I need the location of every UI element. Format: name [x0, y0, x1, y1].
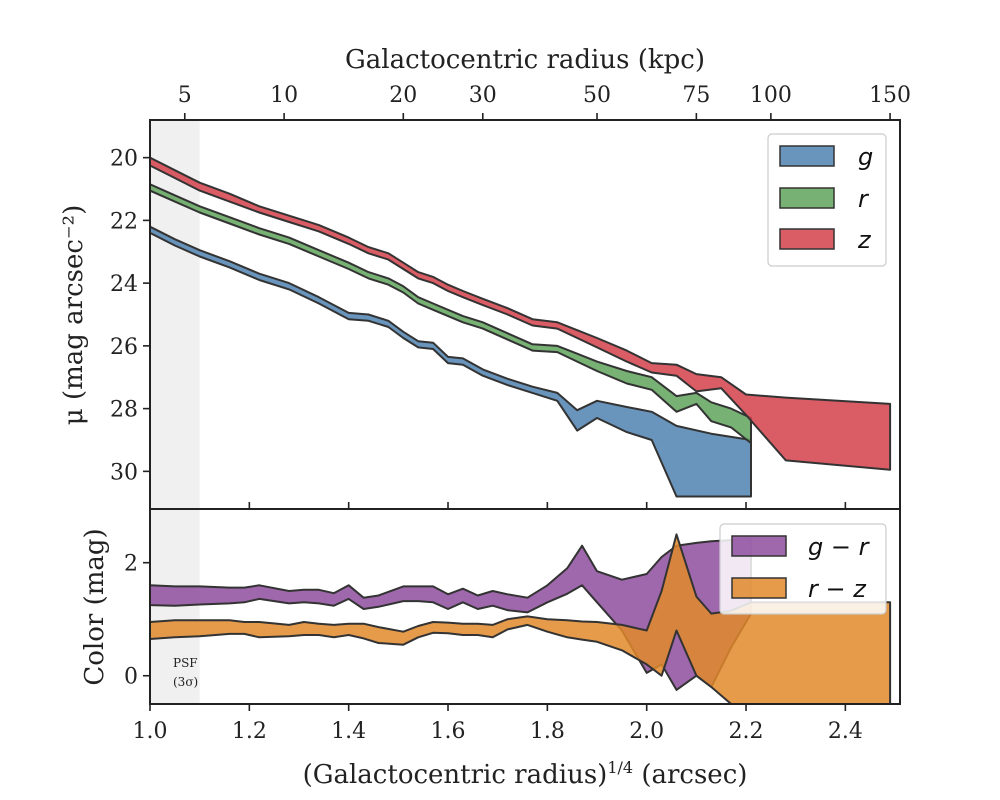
legend-swatch-r-minus-z — [731, 577, 787, 599]
top-y-tick-label: 20 — [110, 147, 138, 172]
top-kpc-tick-label: 5 — [178, 83, 192, 108]
bottom-panel: 02 1.0 1.2 1.4 1.6 1.8 2.0 2.2 2.4 PSF (3σ) Col… — [80, 508, 901, 744]
bottom-y-tick-label: 2 — [124, 552, 138, 577]
bottom-x-axis-title: (Galactocentric radius)1/4 (arcsec) — [303, 758, 748, 790]
top-y-ticks: 20 22 24 26 28 30 — [110, 147, 150, 485]
top-kpc-tick-label: 10 — [270, 83, 298, 108]
top-y-tick-label: 28 — [110, 398, 138, 423]
bottom-x-tick-label: 1.8 — [530, 719, 565, 744]
band-z — [150, 156, 892, 471]
bottom-x-tick-label: 2.0 — [629, 719, 664, 744]
band-g — [150, 225, 752, 498]
band-r-minus-z — [150, 533, 892, 704]
bottom-x-axis-title-unit: (arcsec) — [633, 760, 747, 790]
legend-label-r: r — [858, 185, 870, 213]
bottom-x-axis-title-main: (Galactocentric radius) — [303, 760, 608, 790]
bottom-x-tick-label: 2.2 — [729, 719, 764, 744]
psf-label-line2: (3σ) — [173, 675, 198, 689]
top-y-tick-label: 24 — [110, 272, 138, 297]
top-series-group — [150, 156, 892, 498]
legend-swatch-z — [779, 228, 835, 250]
legend-label-g-minus-r: g − r — [808, 533, 871, 561]
bottom-x-tick-label: 1.6 — [431, 719, 466, 744]
top-y-axis-title: μ (mag arcsec⁻²) — [59, 205, 89, 425]
bottom-x-tick-label: 1.0 — [133, 719, 168, 744]
legend-swatch-g — [779, 145, 835, 167]
legend-label-r-minus-z: r − z — [808, 575, 867, 603]
top-kpc-ticks: 5 10 20 30 50 75 100 150 — [178, 83, 911, 120]
top-y-tick-label: 30 — [110, 460, 138, 485]
bottom-x-tick-label: 2.4 — [828, 719, 863, 744]
top-y-tick-label: 26 — [110, 335, 138, 360]
top-kpc-tick-label: 30 — [469, 83, 497, 108]
bottom-panel-frame — [149, 508, 901, 705]
legend-swatch-g-minus-r — [731, 535, 787, 557]
top-kpc-tick-label: 75 — [682, 83, 710, 108]
top-panel: 20 22 24 26 28 30 5 10 20 30 50 75 100 150 μ (mag ar… — [59, 83, 911, 510]
top-kpc-tick-label: 150 — [869, 83, 911, 108]
top-axis-title: Galactocentric radius (kpc) — [345, 45, 705, 75]
top-y-tick-label: 22 — [110, 209, 138, 234]
top-kpc-tick-label: 100 — [750, 83, 792, 108]
legend-bottom: g − r r − z — [719, 523, 887, 615]
bottom-x-ticks: 1.0 1.2 1.4 1.6 1.8 2.0 2.2 2.4 — [133, 704, 863, 744]
legend-swatch-r — [779, 187, 835, 209]
bottom-y-ticks: 02 — [124, 552, 150, 690]
psf-label-line1: PSF — [173, 656, 198, 670]
legend-label-z: z — [857, 226, 872, 254]
top-kpc-tick-label: 50 — [583, 83, 611, 108]
bottom-x-tick-label: 1.4 — [331, 719, 366, 744]
legend-top: g r z — [767, 133, 887, 267]
band-r — [150, 183, 752, 445]
bottom-x-axis-title-exponent: 1/4 — [607, 758, 633, 777]
bottom-y-tick-label: 0 — [124, 665, 138, 690]
legend-label-g: g — [858, 143, 873, 171]
top-kpc-tick-label: 20 — [389, 83, 417, 108]
bottom-y-axis-title: Color (mag) — [80, 528, 110, 685]
bottom-x-tick-label: 1.2 — [232, 719, 267, 744]
top-x-ticks — [149, 502, 847, 509]
